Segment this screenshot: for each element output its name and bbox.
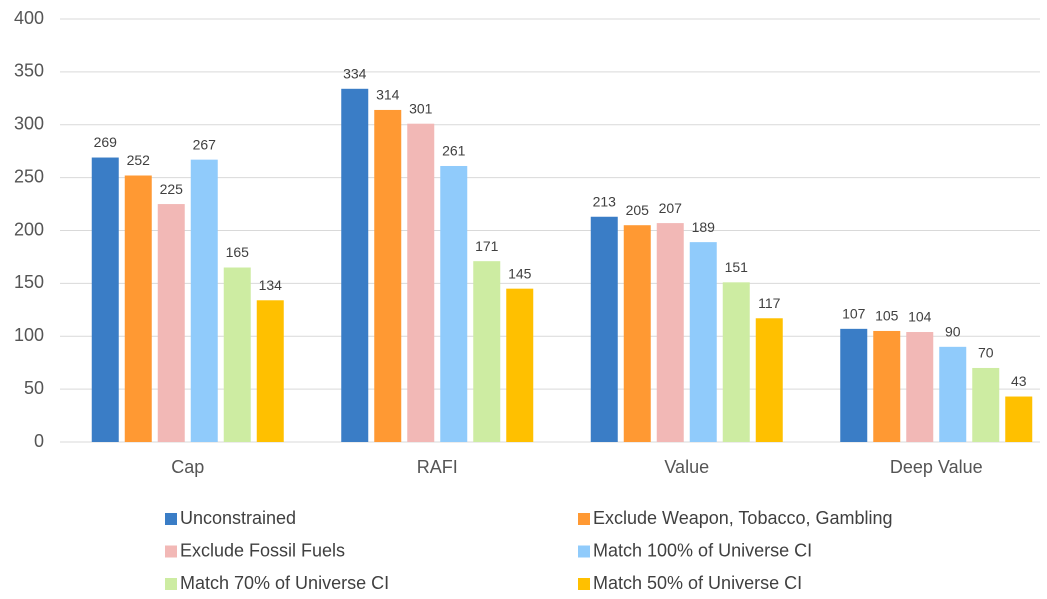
bar [124, 175, 152, 442]
x-tick-label: Value [664, 457, 709, 477]
y-tick-label: 400 [14, 8, 44, 28]
y-tick-label: 350 [14, 61, 44, 81]
data-label: 269 [94, 134, 118, 150]
legend-swatch [165, 545, 177, 558]
bar [91, 157, 119, 442]
bar [939, 346, 967, 442]
data-label: 171 [475, 238, 499, 254]
data-label: 151 [725, 259, 749, 275]
data-label: 107 [842, 306, 866, 322]
data-label: 165 [226, 244, 250, 260]
data-label: 117 [758, 295, 781, 311]
x-tick-label: RAFI [417, 457, 458, 477]
y-tick-label: 300 [14, 114, 44, 134]
bar [689, 242, 717, 442]
legend-label: Match 70% of Universe CI [180, 573, 389, 593]
bar [440, 165, 468, 442]
legend-swatch [165, 578, 177, 590]
data-label: 213 [593, 193, 617, 209]
data-label: 314 [376, 87, 400, 103]
bar [473, 261, 501, 442]
data-label: 43 [1011, 373, 1027, 389]
legend-swatch [578, 545, 590, 558]
data-label: 261 [442, 143, 466, 159]
data-label: 70 [978, 345, 994, 361]
y-tick-label: 250 [14, 166, 44, 186]
bar [256, 300, 284, 442]
legend-label: Match 100% of Universe CI [593, 540, 812, 560]
bar [223, 267, 251, 442]
data-label: 267 [193, 136, 217, 152]
y-tick-label: 150 [14, 272, 44, 292]
x-tick-label: Cap [171, 457, 204, 477]
data-label: 301 [409, 100, 433, 116]
data-label: 225 [160, 181, 184, 197]
y-tick-label: 50 [24, 378, 44, 398]
bar [722, 282, 750, 442]
bar [190, 159, 218, 442]
legend-swatch [165, 513, 177, 525]
data-label: 105 [875, 308, 899, 324]
data-label: 189 [692, 219, 716, 235]
bar [623, 225, 651, 442]
y-tick-label: 200 [14, 219, 44, 239]
bar [374, 109, 402, 442]
legend-label: Match 50% of Universe CI [593, 573, 802, 593]
data-label: 145 [508, 265, 532, 281]
y-tick-label: 100 [14, 325, 44, 345]
bar [755, 318, 783, 442]
bar [972, 367, 1000, 442]
bar [1005, 396, 1033, 442]
legend-swatch [578, 513, 590, 525]
x-tick-label: Deep Value [890, 457, 983, 477]
data-label: 252 [127, 152, 151, 168]
data-label: 90 [945, 324, 961, 340]
legend-swatch [578, 578, 590, 590]
y-tick-label: 0 [34, 431, 44, 451]
data-label: 207 [659, 200, 683, 216]
bar [840, 328, 868, 442]
legend-label: Unconstrained [180, 508, 296, 528]
bar [590, 216, 618, 442]
data-label: 334 [343, 65, 367, 81]
bar [873, 330, 901, 442]
data-label: 205 [626, 202, 650, 218]
bar [506, 288, 534, 442]
bar [906, 332, 934, 442]
bar [656, 223, 684, 442]
data-label: 134 [259, 277, 283, 293]
bar [341, 88, 369, 443]
data-label: 104 [908, 309, 932, 325]
bar [407, 123, 435, 442]
legend-label: Exclude Weapon, Tobacco, Gambling [593, 508, 893, 528]
legend-label: Exclude Fossil Fuels [180, 540, 345, 560]
bar [157, 204, 185, 442]
